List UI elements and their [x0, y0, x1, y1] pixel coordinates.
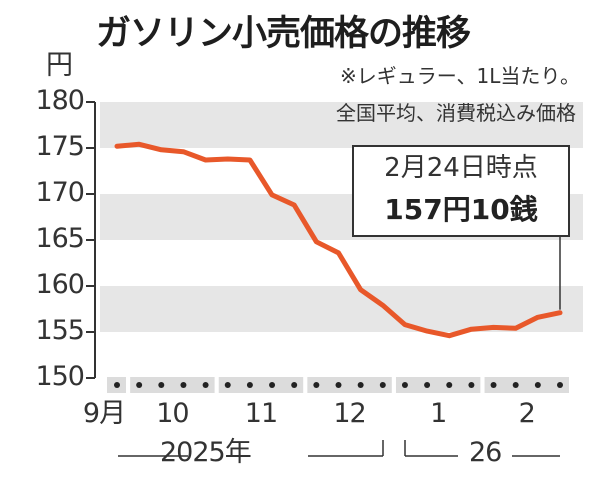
year-brackets — [118, 440, 560, 457]
x-axis-week-markers — [107, 377, 569, 393]
week-dot — [512, 382, 519, 388]
y-tick-label: 180 — [35, 85, 85, 116]
week-dot — [136, 382, 143, 388]
week-dot — [490, 382, 497, 388]
y-tick-label: 170 — [35, 177, 85, 208]
callout-box: 2月24日時点 157円10銭 — [352, 145, 570, 237]
month-label: 10 — [156, 398, 189, 429]
y-tick-label: 155 — [35, 315, 85, 346]
week-dot — [313, 382, 320, 388]
week-dot — [114, 382, 120, 388]
week-dot — [335, 382, 342, 388]
y-tick-label: 150 — [35, 361, 85, 392]
y-tick-label: 165 — [35, 223, 85, 254]
year-label-2026: 26 — [469, 437, 502, 468]
month-marker-box — [484, 377, 569, 393]
y-tick-label: 160 — [35, 269, 85, 300]
y-tick-label: 175 — [35, 131, 85, 162]
band — [100, 286, 583, 332]
y-axis — [86, 101, 96, 379]
callout-value: 157円10銭 — [384, 193, 538, 226]
y-axis-unit: 円 — [46, 50, 73, 81]
week-dot — [246, 382, 253, 388]
callout-date: 2月24日時点 — [384, 153, 538, 183]
month-marker-box — [130, 377, 215, 393]
month-label: 9月 — [82, 398, 126, 429]
week-dot — [401, 382, 408, 388]
week-dot — [468, 382, 475, 388]
band — [100, 102, 583, 148]
week-dot — [224, 382, 231, 388]
week-dot — [534, 382, 541, 388]
month-marker-box — [307, 377, 392, 393]
week-dot — [424, 382, 431, 388]
week-dot — [158, 382, 165, 388]
week-dot — [379, 382, 386, 388]
month-label: 11 — [244, 398, 278, 429]
subtitle-note: ※レギュラー、1L当たり。 — [339, 64, 580, 88]
subtitle-scope: 全国平均、消費税込み価格 — [336, 101, 576, 125]
week-dot — [291, 382, 298, 388]
month-marker-box — [218, 377, 304, 393]
week-dot — [180, 382, 187, 388]
month-label: 1 — [430, 398, 447, 429]
price-line — [114, 141, 563, 339]
week-dot — [557, 382, 563, 388]
week-dot — [446, 382, 453, 388]
week-dot — [357, 382, 364, 388]
week-dot — [269, 382, 276, 388]
year-label-2025: 2025年 — [160, 437, 252, 468]
week-dot — [202, 382, 209, 388]
month-label: 12 — [333, 398, 366, 429]
month-label: 2 — [518, 398, 536, 429]
month-marker-box — [395, 377, 481, 393]
chart-title: ガソリン小売価格の推移 — [96, 14, 471, 54]
